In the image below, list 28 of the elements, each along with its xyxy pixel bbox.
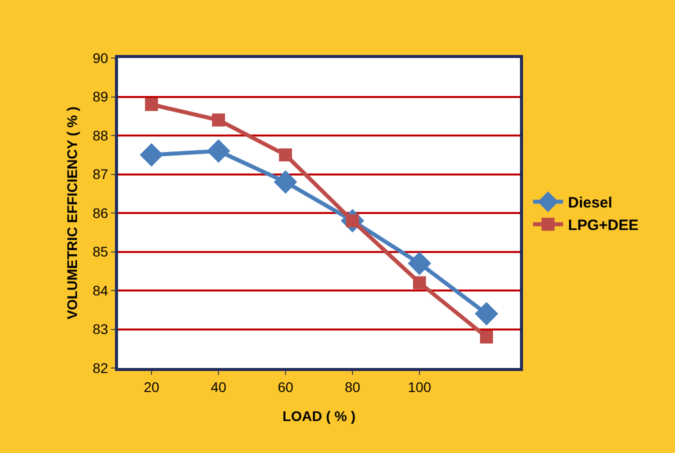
point xyxy=(274,170,298,194)
point xyxy=(413,276,426,290)
x-tick-label: 80 xyxy=(344,378,360,395)
x-tick-label: 20 xyxy=(144,378,160,395)
x-tick-label: 40 xyxy=(210,378,226,395)
y-tick-label: 84 xyxy=(92,282,108,298)
point xyxy=(145,98,158,111)
x-tick-label: 100 xyxy=(408,378,432,395)
point xyxy=(480,330,493,344)
y-tick-label: 83 xyxy=(92,321,108,338)
y-tick-label: 89 xyxy=(92,88,108,105)
y-tick-label: 85 xyxy=(92,244,108,260)
legend-label: LPG+DEE xyxy=(568,217,638,234)
point xyxy=(474,302,498,326)
point xyxy=(212,114,225,126)
y-tick-label: 87 xyxy=(92,166,108,182)
legend-label: Diesel xyxy=(568,194,612,212)
y-tick-label: 86 xyxy=(92,204,108,221)
x-axis-title: LOAD ( % ) xyxy=(282,408,356,424)
y-tick-label: 88 xyxy=(92,127,108,144)
point xyxy=(140,143,164,167)
point xyxy=(408,252,432,276)
point xyxy=(206,139,230,163)
x-tick-label: 60 xyxy=(278,378,294,395)
y-tick-label: 90 xyxy=(92,50,108,66)
y-tick-label: 82 xyxy=(92,360,108,376)
y-axis-title: VOLUMETRIC EFFICIENCY ( % ) xyxy=(64,106,80,320)
point xyxy=(279,148,292,162)
